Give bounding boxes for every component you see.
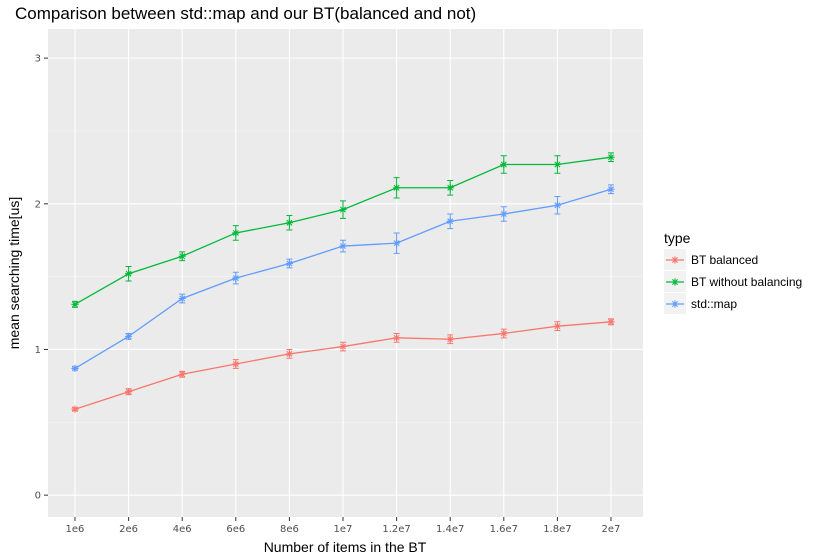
- data-point: [671, 300, 679, 308]
- data-point: [125, 270, 133, 278]
- legend-item: std::map: [664, 293, 737, 314]
- x-tick-label: 1.4e7: [436, 524, 464, 535]
- data-point: [607, 318, 615, 326]
- x-tick-label: 1.6e7: [490, 524, 518, 535]
- x-tick-label: 1.8e7: [543, 524, 571, 535]
- data-point: [339, 342, 347, 351]
- y-tick-label: 3: [35, 54, 41, 65]
- data-point: [178, 252, 186, 260]
- series-std-map: [71, 184, 615, 373]
- data-point: [500, 210, 508, 218]
- data-point: [232, 274, 240, 282]
- x-tick-label: 8e6: [280, 524, 299, 535]
- data-point: [178, 370, 186, 378]
- y-tick-label: 0: [35, 491, 41, 502]
- data-point: [500, 160, 508, 169]
- data-point: [553, 160, 561, 169]
- legend-item: BT without balancing: [664, 271, 802, 292]
- y-axis-ticks: 0 1 2 3: [35, 54, 48, 502]
- data-point: [671, 256, 679, 264]
- data-point: [339, 206, 347, 214]
- data-point: [285, 350, 293, 358]
- x-tick-label: 6e6: [226, 524, 245, 535]
- x-axis-ticks: 1e6 2e6 4e6 6e6 8e6 1e7 1.2e7 1.4e7 1.6e7 1.8e7 2e…: [66, 517, 621, 535]
- data-point: [125, 332, 133, 340]
- series-layer: [71, 152, 615, 413]
- data-point: [393, 239, 401, 247]
- y-tick-label: 2: [35, 199, 41, 210]
- legend-label: BT without balancing: [691, 275, 802, 289]
- x-tick-label: 2e7: [602, 524, 621, 535]
- series-bt-balanced: [71, 318, 615, 413]
- data-point: [671, 278, 679, 286]
- x-tick-label: 1e6: [66, 524, 85, 535]
- data-point: [500, 329, 508, 338]
- legend-item: BT balanced: [664, 249, 758, 270]
- data-point: [553, 322, 561, 330]
- data-point: [125, 388, 133, 396]
- data-point: [607, 185, 615, 193]
- data-point: [446, 217, 454, 225]
- data-point: [393, 184, 401, 192]
- series-bt-without-balancing: [71, 152, 615, 308]
- data-point: [232, 360, 240, 368]
- data-point: [339, 242, 347, 250]
- x-axis-title: Number of items in the BT: [264, 539, 427, 555]
- legend-label: BT balanced: [691, 253, 758, 267]
- x-tick-label: 1e7: [334, 524, 353, 535]
- data-point: [71, 405, 79, 413]
- data-point: [393, 334, 401, 342]
- legend: type BT balanced BT without balancing std:…: [664, 230, 802, 314]
- y-tick-label: 1: [35, 345, 41, 356]
- y-axis-title: mean searching time[us]: [6, 197, 22, 350]
- chart-title: Comparison between std::map and our BT(b…: [15, 4, 477, 23]
- data-point: [285, 219, 293, 227]
- data-point: [178, 294, 186, 303]
- legend-title: type: [664, 230, 691, 246]
- grid-minor: [48, 130, 643, 423]
- x-tick-label: 1.2e7: [382, 524, 410, 535]
- data-point: [71, 364, 79, 373]
- data-point: [553, 201, 561, 209]
- x-tick-label: 4e6: [173, 524, 192, 535]
- data-point: [446, 335, 454, 343]
- legend-label: std::map: [691, 297, 737, 311]
- data-point: [607, 153, 615, 161]
- plot-panel: [48, 29, 643, 517]
- data-point: [446, 184, 454, 192]
- x-tick-label: 2e6: [119, 524, 138, 535]
- data-point: [71, 300, 79, 308]
- data-point: [232, 229, 240, 237]
- data-point: [285, 259, 293, 268]
